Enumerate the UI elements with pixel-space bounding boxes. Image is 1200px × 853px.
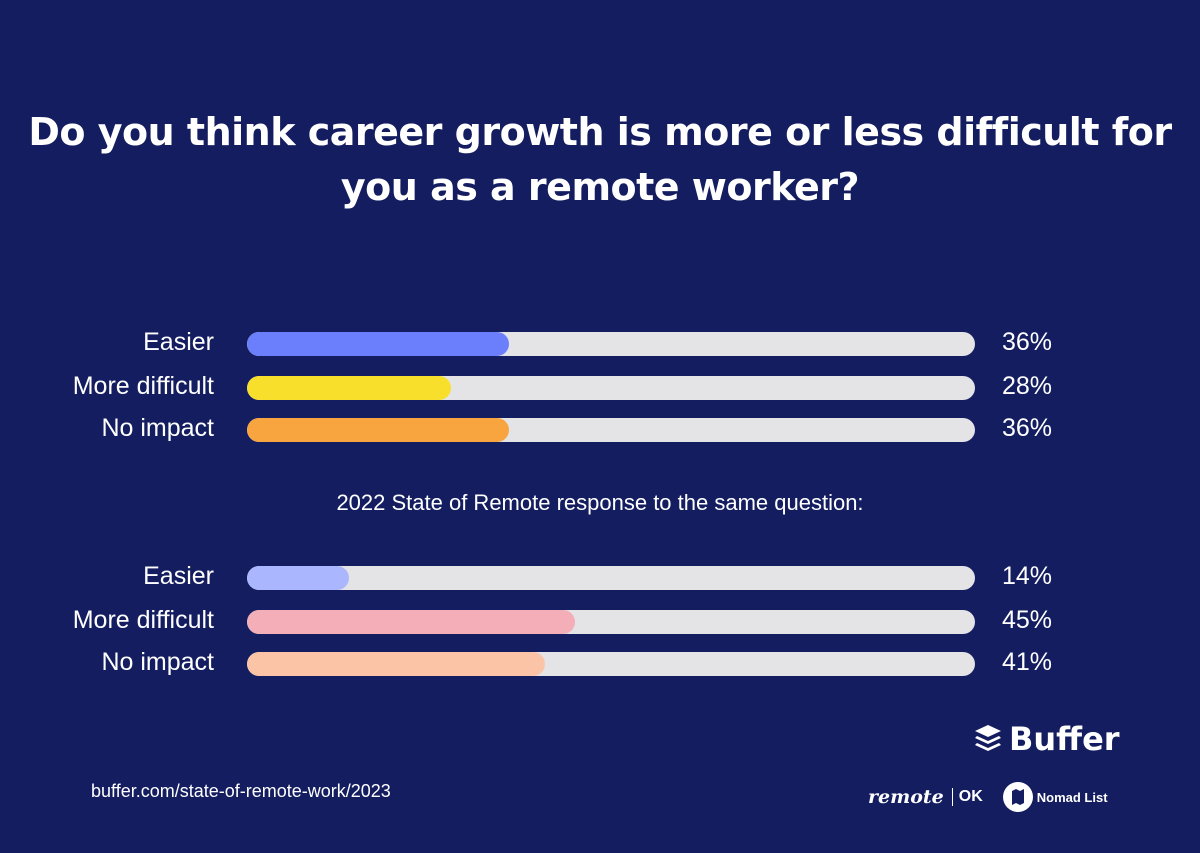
bar-label: Easier: [143, 328, 214, 356]
bar-track: [247, 610, 975, 634]
bar-row: No impact 41%: [0, 648, 1200, 678]
bar-track: [247, 376, 975, 400]
remote-ok-logo-ok: OK: [951, 788, 983, 806]
bar-fill: [247, 418, 510, 442]
bar-label: More difficult: [72, 606, 214, 634]
bar-track: [247, 332, 975, 356]
bar-value-label: 28%: [1002, 372, 1053, 400]
bar-fill: [247, 610, 575, 634]
buffer-wordmark: Buffer: [1009, 720, 1120, 758]
bar-label: No impact: [101, 414, 214, 442]
bar-value-label: 45%: [1002, 606, 1053, 634]
nomad-list-text: Nomad List: [1036, 789, 1108, 805]
bar-value-label: 36%: [1002, 328, 1053, 356]
bar-row: More difficult 28%: [0, 372, 1200, 402]
nomad-list-logo: Nomad List: [1002, 782, 1108, 812]
buffer-logo: Buffer: [973, 720, 1120, 758]
bar-value-label: 36%: [1002, 414, 1053, 442]
bar-fill: [247, 376, 451, 400]
bar-label: More difficult: [72, 372, 214, 400]
chart-subtitle: 2022 State of Remote response to the sam…: [336, 490, 864, 515]
source-url: buffer.com/state-of-remote-work/2023: [91, 781, 391, 801]
bar-row: Easier 36%: [0, 328, 1200, 358]
bar-value-label: 14%: [1002, 562, 1053, 590]
bar-value-label: 41%: [1002, 648, 1053, 676]
nomad-map-icon: [1002, 782, 1033, 812]
bar-row: No impact 36%: [0, 414, 1200, 444]
partner-logos: remote OK Nomad List: [868, 782, 1108, 812]
bar-track: [247, 566, 975, 590]
remote-ok-logo: remote: [868, 786, 944, 808]
bar-fill: [247, 652, 546, 676]
buffer-stack-icon: [975, 725, 1001, 751]
bar-label: Easier: [143, 562, 214, 590]
bar-fill: [247, 566, 349, 590]
bar-label: No impact: [101, 648, 214, 676]
bar-track: [247, 652, 975, 676]
bar-row: Easier 14%: [0, 562, 1200, 592]
bar-row: More difficult 45%: [0, 606, 1200, 636]
bar-track: [247, 418, 975, 442]
bar-fill: [247, 332, 510, 356]
chart-title: Do you think career growth is more or le…: [28, 110, 1172, 209]
